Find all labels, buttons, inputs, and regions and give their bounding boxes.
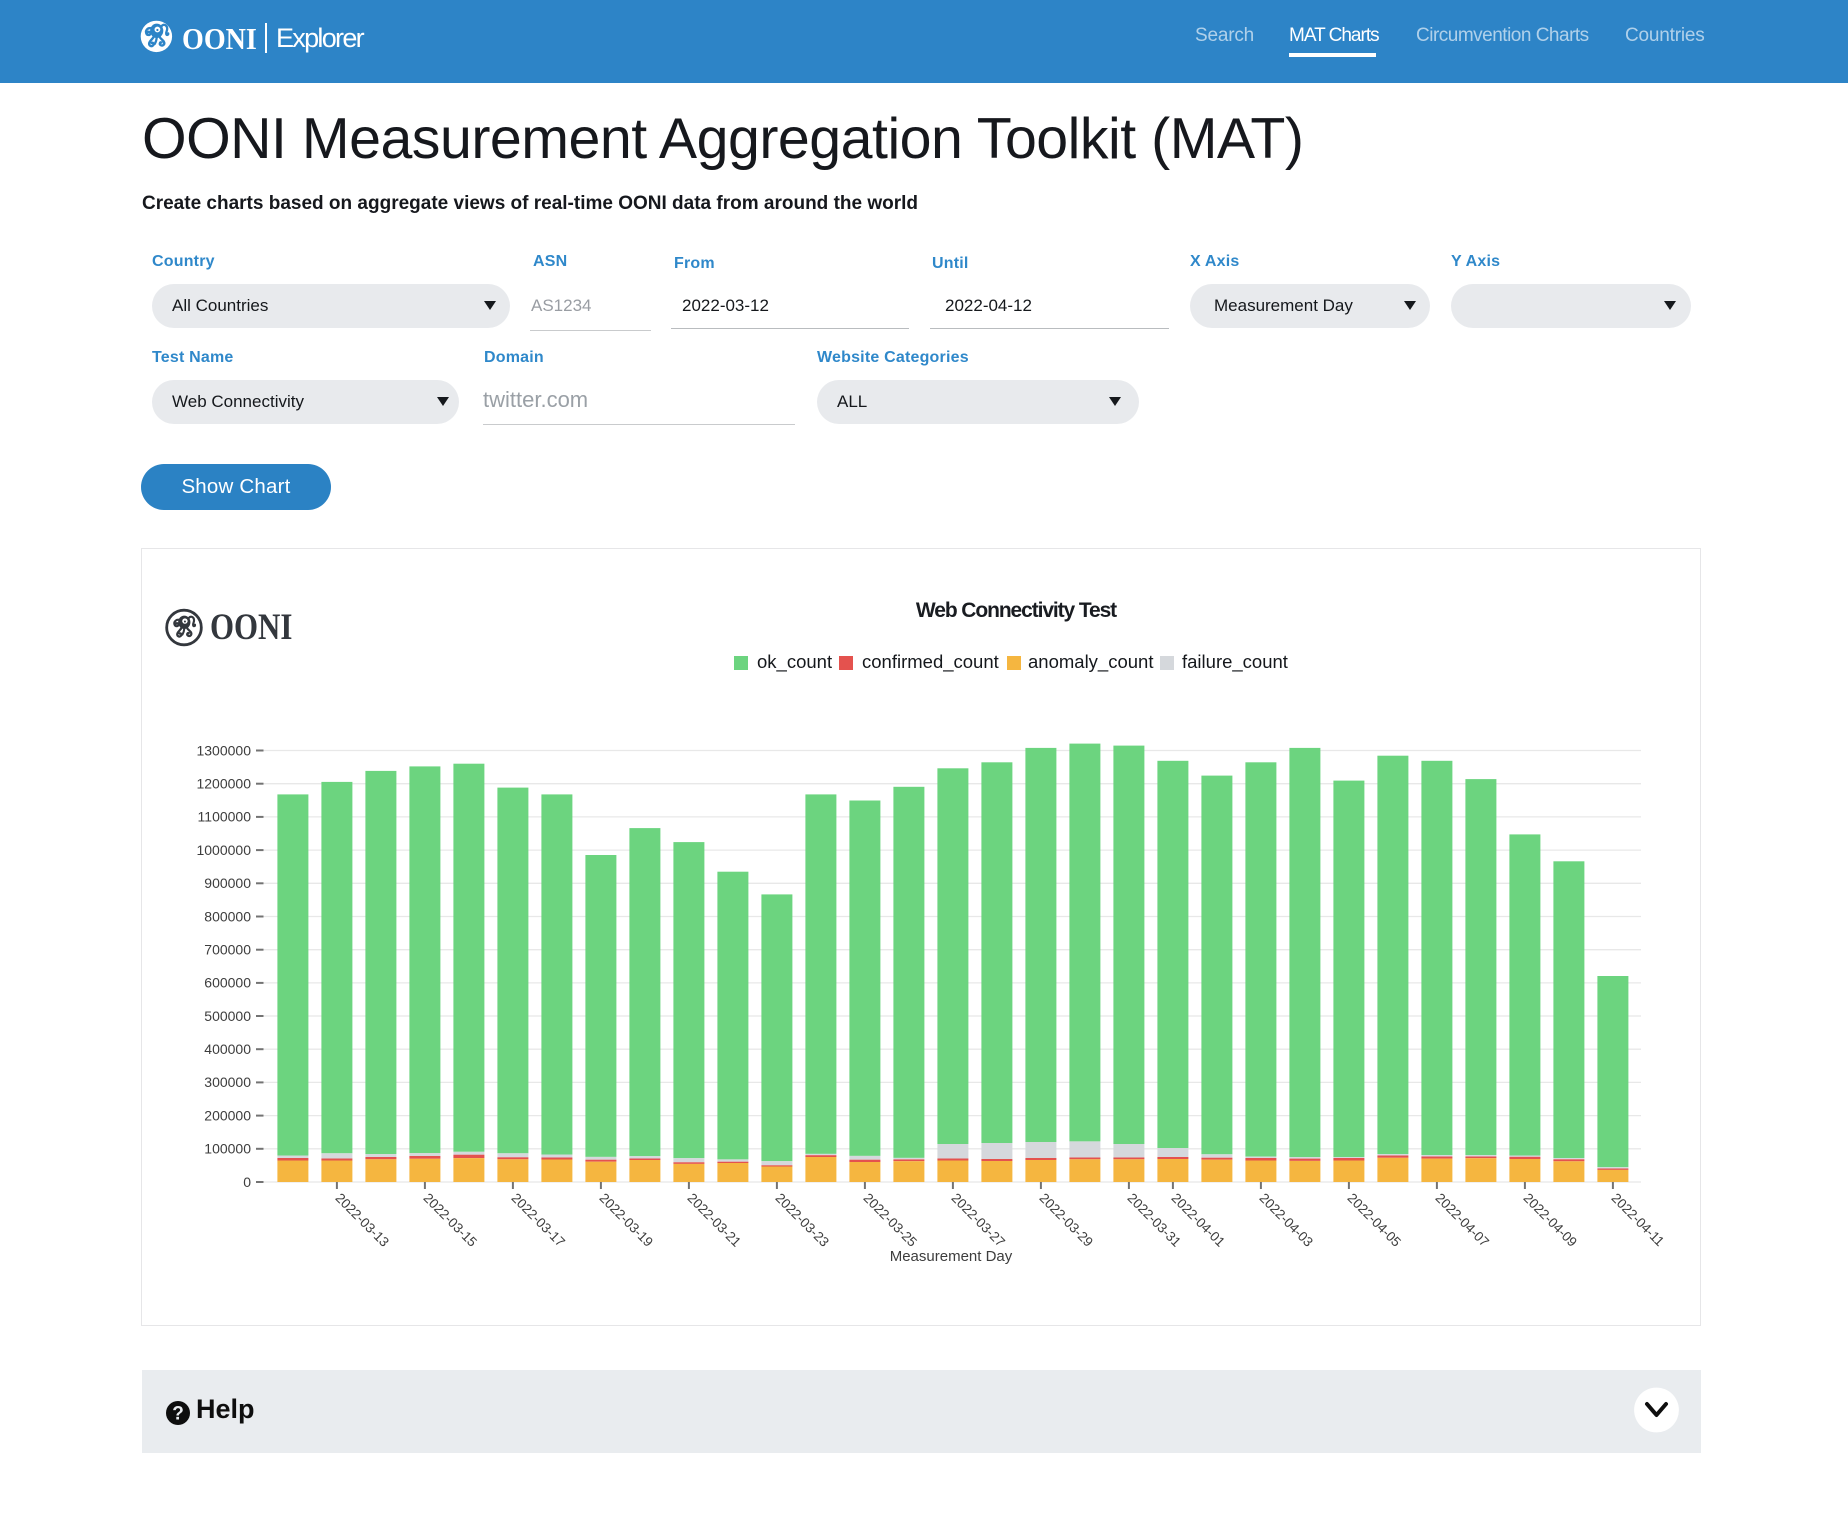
svg-text:1000000: 1000000	[196, 842, 251, 858]
svg-text:?: ?	[172, 1404, 184, 1425]
svg-text:500000: 500000	[204, 1008, 251, 1024]
svg-text:2022-03-29: 2022-03-29	[1036, 1190, 1095, 1249]
svg-text:400000: 400000	[204, 1041, 251, 1057]
svg-text:2022-04-07: 2022-04-07	[1432, 1190, 1491, 1249]
svg-text:2022-03-13: 2022-03-13	[332, 1190, 391, 1249]
svg-text:2022-03-17: 2022-03-17	[508, 1190, 567, 1249]
svg-text:700000: 700000	[204, 942, 251, 958]
svg-text:100000: 100000	[204, 1141, 251, 1157]
svg-text:2022-03-21: 2022-03-21	[684, 1190, 743, 1249]
svg-text:300000: 300000	[204, 1074, 251, 1090]
svg-text:1300000: 1300000	[196, 742, 251, 758]
svg-text:0: 0	[243, 1174, 251, 1190]
svg-text:1100000: 1100000	[198, 809, 252, 825]
svg-text:2022-03-25: 2022-03-25	[860, 1190, 919, 1249]
svg-text:2022-04-09: 2022-04-09	[1520, 1190, 1579, 1249]
svg-text:2022-04-05: 2022-04-05	[1344, 1190, 1403, 1249]
svg-text:2022-03-15: 2022-03-15	[420, 1190, 479, 1249]
svg-text:2022-04-03: 2022-04-03	[1256, 1190, 1315, 1249]
svg-text:2022-03-23: 2022-03-23	[772, 1190, 831, 1249]
svg-text:200000: 200000	[204, 1107, 251, 1123]
svg-text:Measurement Day: Measurement Day	[890, 1248, 1013, 1265]
svg-text:1200000: 1200000	[196, 776, 251, 792]
svg-text:800000: 800000	[204, 908, 251, 924]
svg-text:2022-03-19: 2022-03-19	[596, 1190, 655, 1249]
svg-text:2022-04-11: 2022-04-11	[1608, 1190, 1667, 1249]
svg-text:600000: 600000	[204, 975, 251, 991]
svg-text:2022-03-27: 2022-03-27	[948, 1190, 1007, 1249]
svg-text:900000: 900000	[204, 875, 251, 891]
